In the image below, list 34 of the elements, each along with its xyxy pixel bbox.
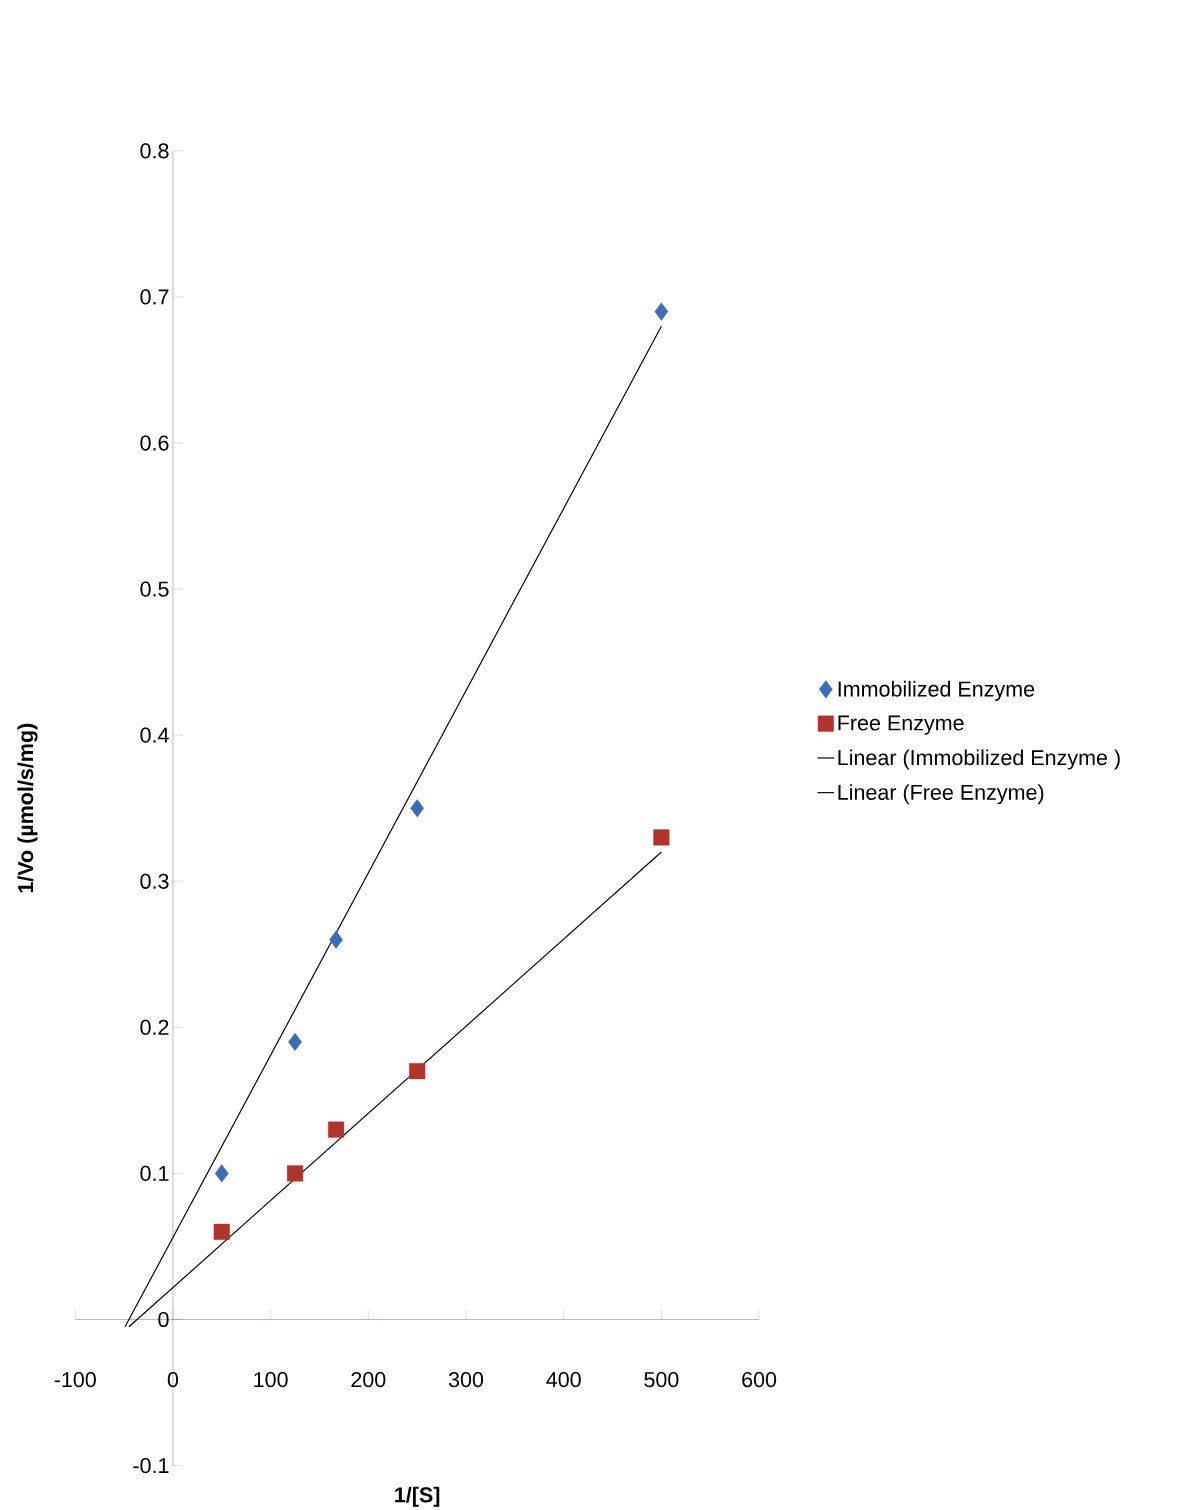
legend-label: Free Enzyme bbox=[838, 715, 964, 735]
x-tick-label: 0 bbox=[167, 1372, 179, 1388]
point bbox=[653, 829, 670, 846]
point bbox=[328, 1121, 345, 1138]
legend-label: Linear (Immobilized Enzyme ) bbox=[838, 749, 1120, 770]
legend-label: Linear (Free Enzyme) bbox=[838, 784, 1044, 805]
y-tick-label: 0.5 bbox=[140, 581, 169, 597]
legend-label: Immobilized Enzyme bbox=[838, 680, 1035, 701]
point bbox=[213, 1223, 230, 1240]
point bbox=[410, 799, 424, 818]
y-tick-label: -0.1 bbox=[133, 1457, 169, 1474]
x-axis-title: 1/[S] bbox=[395, 1486, 440, 1507]
x-tick-label: -100 bbox=[54, 1372, 96, 1388]
y-tick-label: 0.3 bbox=[140, 873, 169, 889]
point bbox=[329, 930, 343, 949]
point bbox=[409, 1063, 426, 1080]
y-tick-label: 0 bbox=[158, 1311, 169, 1328]
point bbox=[286, 1165, 304, 1182]
y-tick-label: 0.2 bbox=[140, 1019, 169, 1035]
x-tick-label: 400 bbox=[546, 1372, 581, 1388]
y-tick-label: 0.4 bbox=[140, 727, 169, 743]
y-tick-label: 0.6 bbox=[140, 435, 169, 451]
x-tick-label: 300 bbox=[448, 1372, 484, 1388]
point bbox=[214, 1164, 229, 1183]
y-tick-label: 0.8 bbox=[140, 143, 169, 159]
x-tick-label: 600 bbox=[742, 1372, 777, 1388]
y-tick-label: 0.7 bbox=[140, 289, 169, 305]
point bbox=[288, 1032, 302, 1051]
x-tick-label: 200 bbox=[351, 1372, 386, 1388]
x-tick-label: 100 bbox=[254, 1372, 288, 1388]
x-tick-label: 500 bbox=[644, 1372, 679, 1388]
point bbox=[654, 302, 669, 321]
y-axis-title: 1/Vo (µmol/s/mg) bbox=[17, 723, 38, 893]
y-tick-label: 0.1 bbox=[140, 1165, 169, 1182]
